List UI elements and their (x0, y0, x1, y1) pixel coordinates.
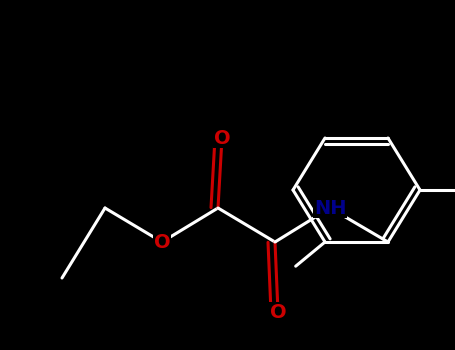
Text: O: O (214, 128, 230, 147)
Text: NH: NH (314, 198, 346, 217)
Text: O: O (270, 302, 286, 322)
Text: O: O (154, 232, 170, 252)
